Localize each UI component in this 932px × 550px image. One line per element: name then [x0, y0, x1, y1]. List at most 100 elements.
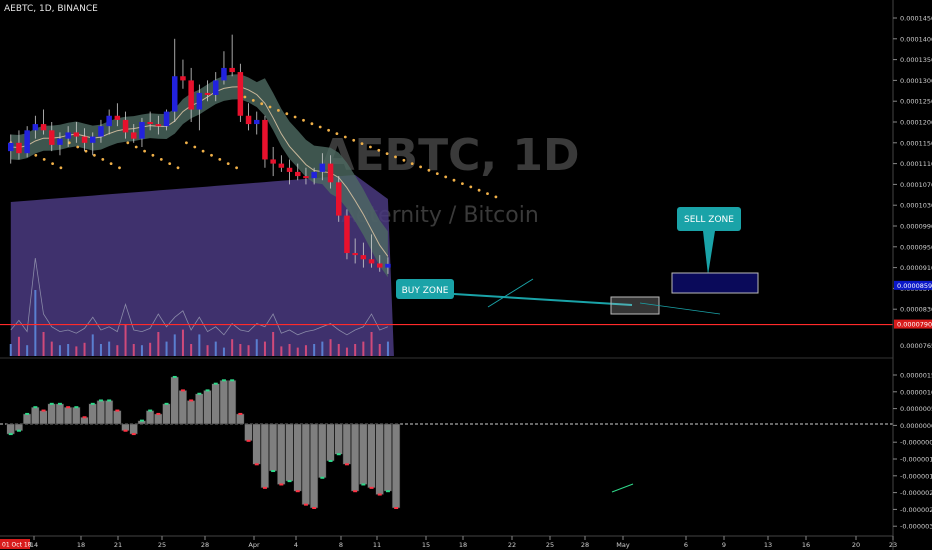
oscillator-signal-mark	[238, 412, 243, 415]
candle-body	[286, 167, 293, 172]
x-tick-label: 6	[684, 541, 688, 549]
x-tick-label: 20	[852, 541, 860, 549]
volume-bar	[329, 339, 332, 356]
oscillator-bar	[186, 400, 196, 425]
oscillator-signal-mark	[33, 406, 38, 409]
oscillator-bar	[31, 406, 40, 425]
sell-zone-pointer	[703, 231, 715, 275]
candle-body	[385, 263, 391, 268]
volume-bar	[345, 347, 348, 356]
y-tick-label: 0.0000830	[900, 306, 932, 314]
oscillator-bar	[383, 423, 393, 492]
volume-bar	[181, 329, 184, 356]
volume-bar	[214, 341, 217, 356]
oscillator-signal-mark	[82, 416, 87, 419]
x-tick-label: 15	[422, 541, 430, 549]
oscillator-signal-mark	[25, 412, 30, 415]
candle-body	[16, 142, 22, 154]
parabolic-sar-dot	[126, 141, 130, 145]
oscillator-bar	[391, 423, 401, 509]
oscillator-signal-mark	[41, 409, 46, 412]
candle-body	[327, 163, 334, 183]
parabolic-sar-dot	[118, 166, 121, 170]
volume-bar	[165, 341, 168, 356]
parabolic-sar-dot	[251, 99, 255, 102]
sell-zone-box	[671, 272, 759, 294]
oscillator-bar	[14, 423, 23, 431]
volume-bar	[149, 342, 152, 356]
volume-bar	[140, 345, 143, 356]
volume-bar	[386, 341, 389, 356]
oscillator-bar	[6, 423, 15, 435]
oscillator-bar	[145, 410, 155, 425]
buy-arrow	[487, 278, 534, 308]
osc-y-tick-label: -0.0000020	[900, 489, 932, 497]
volume-bar	[91, 334, 94, 356]
candle-body	[8, 142, 14, 152]
parabolic-sar-dot	[218, 158, 222, 161]
oscillator-bar	[375, 423, 384, 495]
x-tick-label: 14	[30, 541, 38, 549]
oscillator-signal-mark	[279, 483, 284, 486]
parabolic-sar-dot	[293, 115, 297, 119]
oscillator-signal-mark	[328, 459, 333, 462]
x-tick-label: Apr	[248, 541, 260, 549]
oscillator-signal-mark	[16, 429, 21, 432]
x-tick-label: 23	[889, 541, 897, 549]
parabolic-sar-dot	[201, 149, 205, 153]
annotations: BUY ZONE SELL ZONE	[396, 207, 759, 493]
buy-zone-pointer	[453, 293, 633, 306]
parabolic-sar-dot	[159, 158, 163, 161]
parabolic-sar-dot	[260, 102, 264, 106]
oscillator-bar	[121, 423, 130, 431]
oscillator-signal-mark	[98, 399, 103, 402]
parabolic-sar-dot	[410, 162, 414, 166]
trend-arrow	[639, 302, 721, 315]
osc-y-tick-label: -0.0000010	[900, 456, 932, 464]
osc-y-tick-label: -0.0000030	[900, 523, 932, 531]
oscillator-bar	[309, 423, 319, 509]
y-tick-label: 0.0001300	[900, 77, 932, 85]
sell-zone-callout	[677, 207, 741, 231]
oscillator-signal-mark	[303, 503, 308, 506]
parabolic-sar-dot	[419, 165, 422, 169]
oscillator-bar	[350, 423, 360, 492]
oscillator-bar	[22, 413, 32, 425]
y-tick-label: 0.0001200	[900, 119, 932, 127]
oscillator-signal-mark	[115, 409, 120, 412]
chart-title: AEBTC, 1D, BINANCE	[4, 4, 98, 14]
oscillator-signal-mark	[148, 409, 153, 412]
oscillator-signal-mark	[90, 402, 95, 405]
parabolic-sar-dot	[377, 148, 381, 152]
volume-ma-line	[10, 257, 389, 336]
oscillator-signal-mark	[246, 439, 251, 442]
parabolic-sar-dot	[469, 185, 473, 189]
candle-body	[311, 171, 317, 179]
volume-bar	[280, 346, 283, 356]
volume-bar	[354, 344, 357, 356]
parabolic-sar-dot	[51, 162, 54, 166]
oscillator-bar	[260, 423, 270, 489]
osc-y-tick-label: 0.0000015	[900, 372, 932, 380]
oscillator-signal-mark	[74, 406, 79, 409]
oscillator-signal-mark	[230, 379, 235, 382]
oscillator-signal-mark	[271, 470, 276, 473]
oscillator-bar	[285, 423, 294, 482]
oscillator-signal-mark	[385, 490, 390, 493]
volume-bar	[296, 347, 299, 356]
x-tick-label: 4	[294, 541, 298, 549]
oscillator-signal-mark	[8, 433, 13, 436]
oscillator-signal-mark	[197, 392, 202, 395]
candle-body	[131, 132, 137, 139]
oscillator-bar	[47, 403, 56, 425]
osc-y-tick-label: -0.0000025	[900, 506, 932, 514]
parabolic-sar-dot	[427, 168, 431, 172]
candle-body	[98, 126, 104, 137]
oscillator-bar	[63, 406, 73, 425]
parabolic-sar-dot	[352, 138, 356, 142]
volume-bar	[222, 347, 225, 356]
osc-y-tick-label: 0.0000000	[900, 422, 932, 430]
parabolic-sar-dot	[461, 182, 464, 186]
